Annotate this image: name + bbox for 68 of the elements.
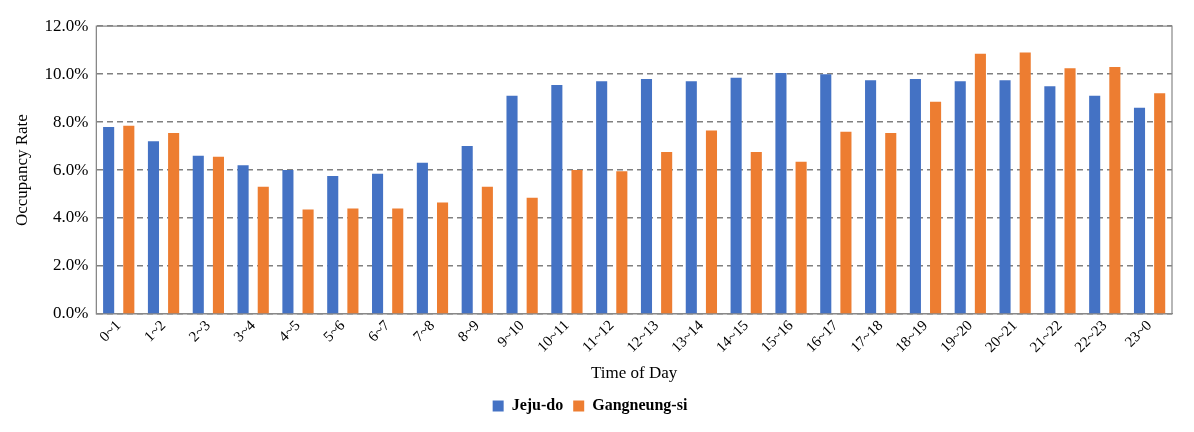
bar (257, 186, 269, 314)
bar (526, 197, 538, 314)
x-tick-label: 0~1 (95, 316, 124, 345)
bar (1064, 68, 1076, 314)
x-axis-title: Time of Day (591, 363, 678, 383)
bar (1109, 66, 1121, 314)
x-tick-label: 2~3 (185, 316, 214, 345)
x-tick-label: 3~4 (230, 316, 259, 345)
x-tick-label: 5~6 (320, 316, 349, 345)
legend-label: Jeju-do (511, 396, 564, 415)
bar (481, 186, 493, 314)
bar (1019, 52, 1031, 314)
bar (730, 77, 742, 314)
bar (1044, 86, 1056, 314)
bar (212, 156, 224, 314)
bar (1154, 93, 1166, 314)
bar (1133, 107, 1146, 314)
bar (192, 155, 204, 314)
y-tick-label: 10.0% (44, 63, 89, 83)
bar (437, 202, 449, 314)
bar (282, 170, 294, 314)
bar (775, 72, 787, 314)
y-tick-label: 4.0% (52, 207, 89, 227)
bar (930, 101, 942, 314)
bar (123, 125, 135, 314)
y-tick-label: 2.0% (52, 255, 89, 275)
bar (865, 80, 877, 314)
bar (795, 161, 807, 314)
y-tick-label: 8.0% (52, 111, 89, 131)
bar (103, 126, 115, 314)
bar (596, 81, 608, 314)
bar (661, 152, 673, 314)
bar (885, 132, 897, 314)
bar (168, 132, 180, 314)
bar (685, 81, 697, 314)
bar (640, 78, 653, 314)
bar (416, 162, 428, 314)
bar (705, 130, 718, 314)
bar (372, 173, 384, 314)
bar (347, 208, 359, 314)
bar (909, 78, 921, 314)
bar (237, 165, 249, 314)
bar (147, 141, 159, 314)
bar (461, 146, 473, 314)
bar (616, 171, 628, 314)
bar (327, 176, 339, 314)
bar (302, 209, 314, 314)
y-tick-label: 6.0% (52, 159, 89, 179)
bar (392, 208, 404, 314)
bar (506, 95, 518, 314)
x-tick-label: 7~8 (409, 316, 438, 345)
bar (954, 81, 966, 314)
bar (551, 84, 563, 314)
x-tick-label: 6~7 (364, 316, 393, 345)
bar (999, 80, 1011, 314)
x-tick-label: 4~5 (275, 316, 303, 345)
bar (750, 152, 762, 314)
legend-label: Gangneung-si (592, 396, 688, 415)
y-tick-label: 0.0% (52, 303, 89, 323)
bar (820, 74, 832, 314)
bar (571, 170, 583, 314)
y-axis-title: Occupancy Rate (11, 114, 31, 226)
bar (1089, 95, 1101, 314)
bar (974, 53, 986, 314)
y-tick-label: 12.0% (44, 15, 89, 35)
x-tick-label: 1~2 (140, 316, 169, 345)
bar (840, 131, 852, 314)
x-tick-label: 8~9 (454, 316, 483, 345)
